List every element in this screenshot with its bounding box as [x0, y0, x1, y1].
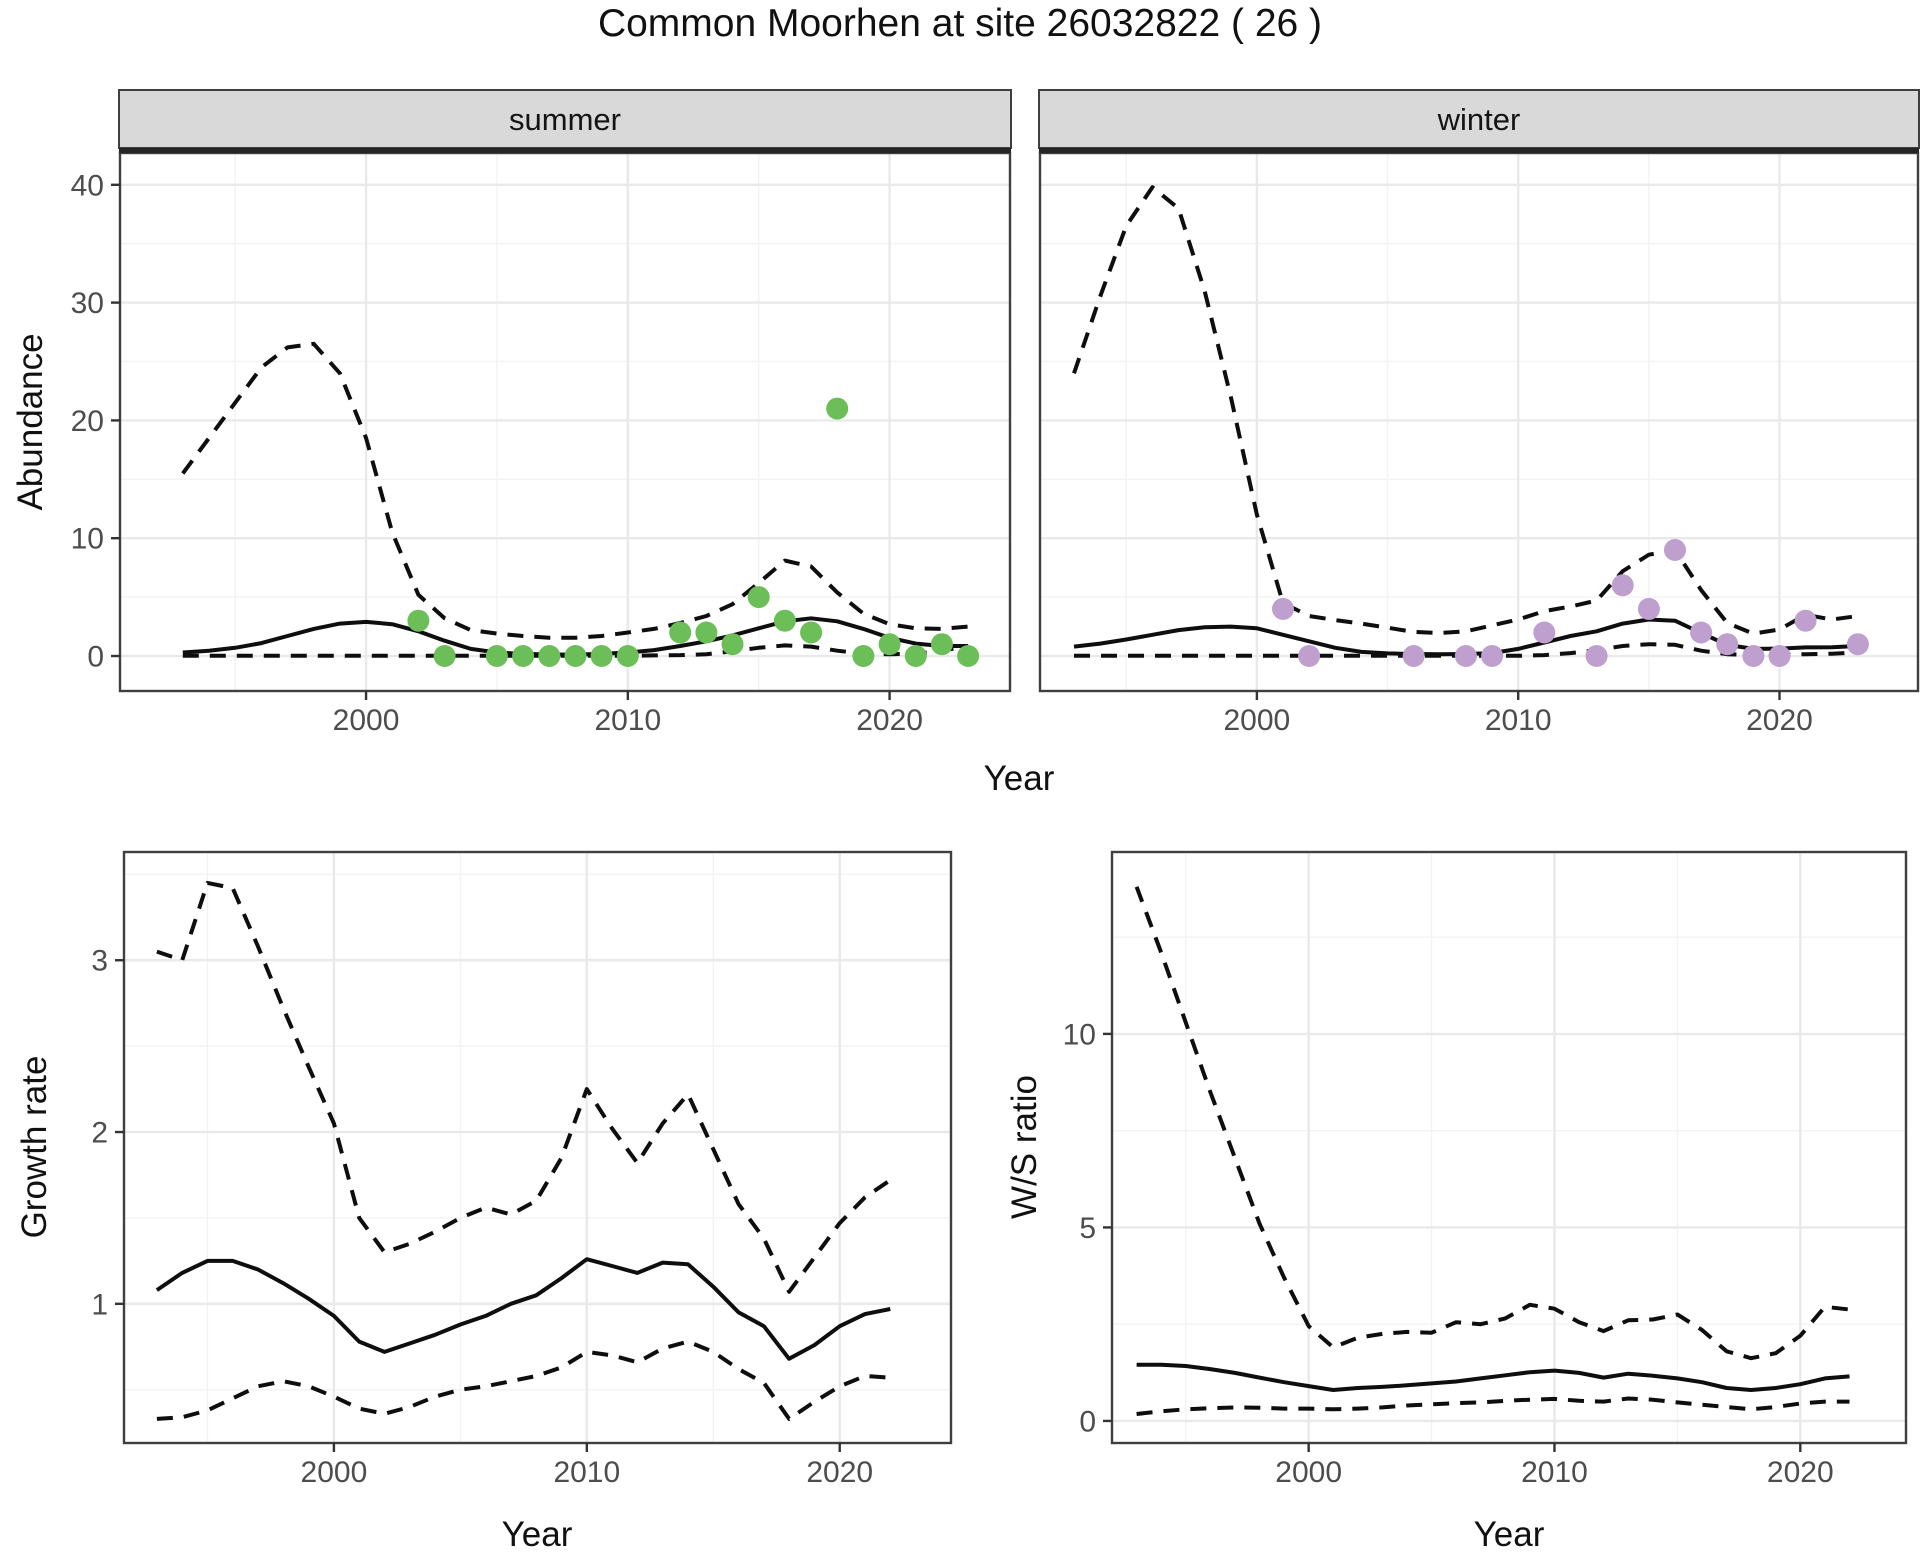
panel-background [120, 153, 1010, 691]
data-point-winter [1846, 633, 1869, 656]
data-point-summer [904, 645, 927, 667]
data-point-summer [826, 397, 849, 420]
data-point-winter [1611, 574, 1634, 597]
data-point-winter [1298, 645, 1321, 667]
facet-strip-label: winter [1437, 102, 1521, 137]
y-tick-label: 10 [71, 523, 104, 556]
panel-background [1112, 852, 1906, 1443]
data-point-winter [1585, 645, 1608, 667]
panel-border [1110, 850, 1908, 1445]
x-tick-label: 2010 [1521, 1456, 1588, 1489]
y-tick-label: 1 [91, 1288, 108, 1321]
facet-strip [1038, 89, 1920, 149]
y-tick-label: 30 [71, 287, 104, 320]
facet-strip-label: summer [509, 102, 621, 137]
upper-ci-line [181, 341, 969, 640]
data-point-summer [485, 645, 508, 667]
x-tick-label: 2010 [553, 1456, 620, 1489]
data-point-summer [852, 645, 875, 667]
y-tick-label: 40 [71, 169, 104, 202]
data-point-summer [616, 645, 639, 667]
data-point-winter [1637, 597, 1660, 620]
panel-summer: summer 2000 2010 2020 0 10 20 30 40 [71, 89, 1012, 737]
data-point-winter [1272, 597, 1294, 620]
panel-growth-rate: 2000 2010 2020 1 2 3 [91, 850, 953, 1489]
y-tick-label: 2 [91, 1117, 108, 1150]
data-point-summer [407, 609, 430, 632]
x-tick-label: 2000 [333, 704, 400, 737]
x-tick-label: 2010 [594, 704, 661, 737]
upper-ci-line [1134, 886, 1850, 1361]
data-point-winter [1481, 645, 1504, 667]
data-point-summer [957, 645, 980, 667]
data-point-summer [433, 645, 456, 667]
data-point-winter [1742, 645, 1765, 667]
y-tick-label: 10 [1063, 1018, 1096, 1051]
data-point-summer [930, 633, 953, 656]
x-tick-label: 2020 [1746, 704, 1813, 737]
data-point-winter [1690, 621, 1713, 644]
x-tick-label: 2000 [1224, 704, 1291, 737]
y-tick-label: 0 [87, 641, 104, 674]
data-point-winter [1716, 633, 1739, 656]
facet-strip-underline [119, 148, 1011, 153]
x-tick-label: 2020 [1767, 1456, 1834, 1489]
panel-background [1040, 153, 1918, 691]
data-point-summer [773, 609, 796, 632]
data-point-winter [1664, 539, 1686, 561]
data-point-winter [1768, 645, 1791, 667]
data-point-summer [721, 633, 744, 656]
y-tick-label: 3 [91, 945, 108, 978]
fit-line [1136, 1362, 1850, 1392]
data-point-summer [800, 621, 823, 644]
data-point-winter [1794, 609, 1817, 632]
panel-w-s-ratio: 2000 2010 2020 0 5 10 [1063, 850, 1908, 1489]
x-tick-label: 2020 [806, 1456, 873, 1489]
data-point-summer [695, 621, 718, 644]
data-point-summer [590, 645, 613, 667]
data-point-winter [1533, 621, 1556, 644]
data-point-summer [878, 633, 901, 656]
data-point-summer [669, 621, 692, 644]
facet-strip [118, 89, 1012, 149]
upper-ci-line [156, 880, 892, 1294]
x-tick-label: 2020 [856, 704, 923, 737]
axis-title-abundance: Abundance [11, 333, 50, 510]
x-tick-label: 2000 [1275, 1456, 1342, 1489]
axis-title-ws-ratio: W/S ratio [1005, 1075, 1044, 1219]
x-tick-label: 2010 [1485, 704, 1552, 737]
y-tick-label: 5 [1079, 1212, 1096, 1245]
fit-line [155, 1257, 891, 1361]
lower-ci-line [156, 1339, 891, 1421]
panel-background [124, 852, 951, 1443]
x-tick-label: 2000 [301, 1456, 368, 1489]
data-point-summer [564, 645, 587, 667]
axis-title-growth-rate: Growth rate [15, 1056, 54, 1239]
data-point-summer [747, 586, 770, 609]
axis-title-year-growth: Year [502, 1515, 573, 1554]
facet-strip-underline [1039, 148, 1919, 153]
panel-winter: winter 2000 2010 2020 [1038, 89, 1920, 737]
y-tick-label: 0 [1079, 1405, 1096, 1438]
data-point-winter [1402, 645, 1425, 667]
panel-border [122, 850, 953, 1445]
axis-title-year-ws: Year [1474, 1515, 1545, 1554]
data-point-winter [1454, 645, 1477, 667]
lower-ci-line [1136, 1396, 1850, 1416]
data-point-summer [512, 645, 535, 667]
y-tick-label: 20 [71, 405, 104, 438]
figure-title: Common Moorhen at site 26032822 ( 26 ) [597, 2, 1323, 45]
axis-title-year-top: Year [984, 759, 1055, 798]
data-point-summer [538, 645, 561, 667]
